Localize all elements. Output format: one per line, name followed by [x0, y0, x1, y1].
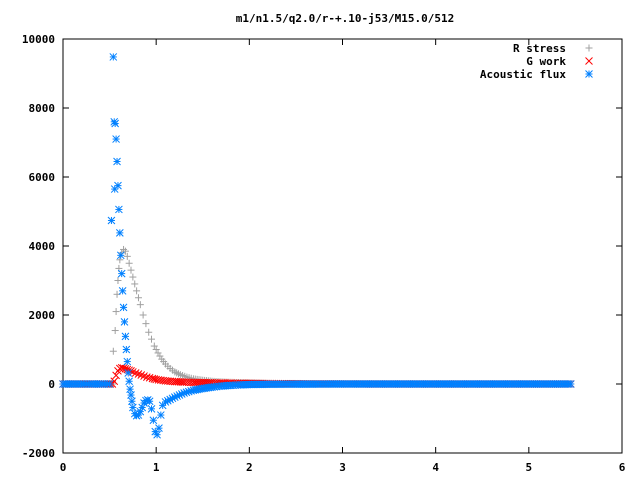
data-point: [115, 229, 124, 237]
data-point: [131, 280, 139, 288]
data-point: [107, 216, 116, 225]
data-point: [153, 430, 161, 439]
data-point: [105, 380, 114, 388]
data-point: [123, 252, 131, 260]
data-point: [140, 372, 148, 380]
chart-title: m1/n1.5/q2.0/r-+.10-j53/M15.0/512: [236, 12, 455, 25]
data-point: [148, 335, 156, 343]
plot-frame: [62, 38, 623, 454]
x-tick-label: 6: [619, 461, 626, 474]
data-point: [111, 119, 120, 128]
data-point: [118, 286, 127, 295]
data-point: [128, 397, 136, 406]
data-point: [189, 378, 198, 387]
data-point: [115, 205, 123, 214]
data-point: [152, 346, 160, 353]
data-point: [156, 411, 165, 419]
data-point: [114, 277, 122, 284]
data-point: [566, 380, 575, 388]
data-point: [175, 370, 183, 378]
data-point: [119, 303, 128, 312]
data-point: [131, 369, 140, 377]
legend-label: R stress: [513, 42, 566, 55]
legend-marker: [585, 57, 593, 65]
data-point: [145, 397, 154, 406]
data-point: [125, 377, 134, 386]
x-tick-label: 5: [526, 461, 533, 474]
data-point: [125, 259, 133, 267]
x-tick-label: 0: [60, 461, 67, 474]
y-tick-label: 6000: [29, 171, 56, 184]
x-tick-label: 2: [246, 461, 253, 474]
data-point: [145, 328, 153, 336]
data-point: [176, 378, 185, 386]
data-marks: [59, 53, 575, 439]
data-point: [149, 416, 158, 425]
y-tick-label: 4000: [29, 240, 56, 253]
data-point: [111, 327, 119, 335]
data-point: [147, 404, 156, 413]
data-point: [112, 371, 120, 380]
legend-marker: [585, 70, 593, 78]
data-point: [155, 424, 163, 433]
x-tick-label: 1: [153, 461, 160, 474]
data-point: [129, 273, 137, 281]
data-point: [154, 349, 162, 357]
y-tick-label: 10000: [22, 33, 55, 46]
data-point: [109, 53, 118, 61]
data-point: [121, 247, 129, 255]
legend-marker: [585, 44, 593, 52]
data-point: [113, 157, 121, 166]
y-tick-label: 0: [48, 378, 55, 391]
data-point: [117, 269, 126, 278]
legend-label: G work: [526, 55, 566, 68]
data-point: [191, 378, 200, 387]
series-acoustic-flux: [59, 53, 575, 439]
y-tick-label: 8000: [29, 102, 56, 115]
data-point: [156, 352, 164, 360]
series-r-stress: [59, 245, 575, 388]
data-point: [109, 347, 117, 355]
data-point: [136, 301, 144, 309]
data-point: [120, 318, 129, 326]
data-point: [134, 294, 142, 302]
x-tick-label: 3: [339, 461, 346, 474]
data-point: [116, 256, 124, 264]
data-point: [129, 368, 137, 376]
legend-label: Acoustic flux: [480, 68, 566, 81]
data-point: [134, 370, 143, 378]
data-point: [127, 391, 135, 399]
y-tick-label: -2000: [22, 447, 55, 460]
data-point: [133, 287, 141, 295]
y-tick-label: 2000: [29, 309, 56, 322]
data-point: [127, 266, 135, 274]
data-point: [116, 251, 125, 260]
data-point: [137, 371, 146, 379]
data-point: [121, 332, 130, 341]
data-point: [129, 403, 137, 412]
data-point: [123, 357, 132, 366]
data-point: [150, 342, 158, 350]
data-point: [112, 135, 120, 143]
data-point: [145, 373, 154, 382]
axes: 0 1 2 3 4 5 6 -2000 0 2000 4000 6000 8000 10000: [22, 33, 626, 474]
x-tick-label: 4: [432, 461, 439, 474]
data-point: [114, 181, 122, 190]
data-point: [139, 311, 147, 319]
data-point: [122, 345, 131, 354]
data-point: [124, 369, 133, 377]
data-point: [142, 320, 150, 328]
data-point: [112, 308, 120, 316]
